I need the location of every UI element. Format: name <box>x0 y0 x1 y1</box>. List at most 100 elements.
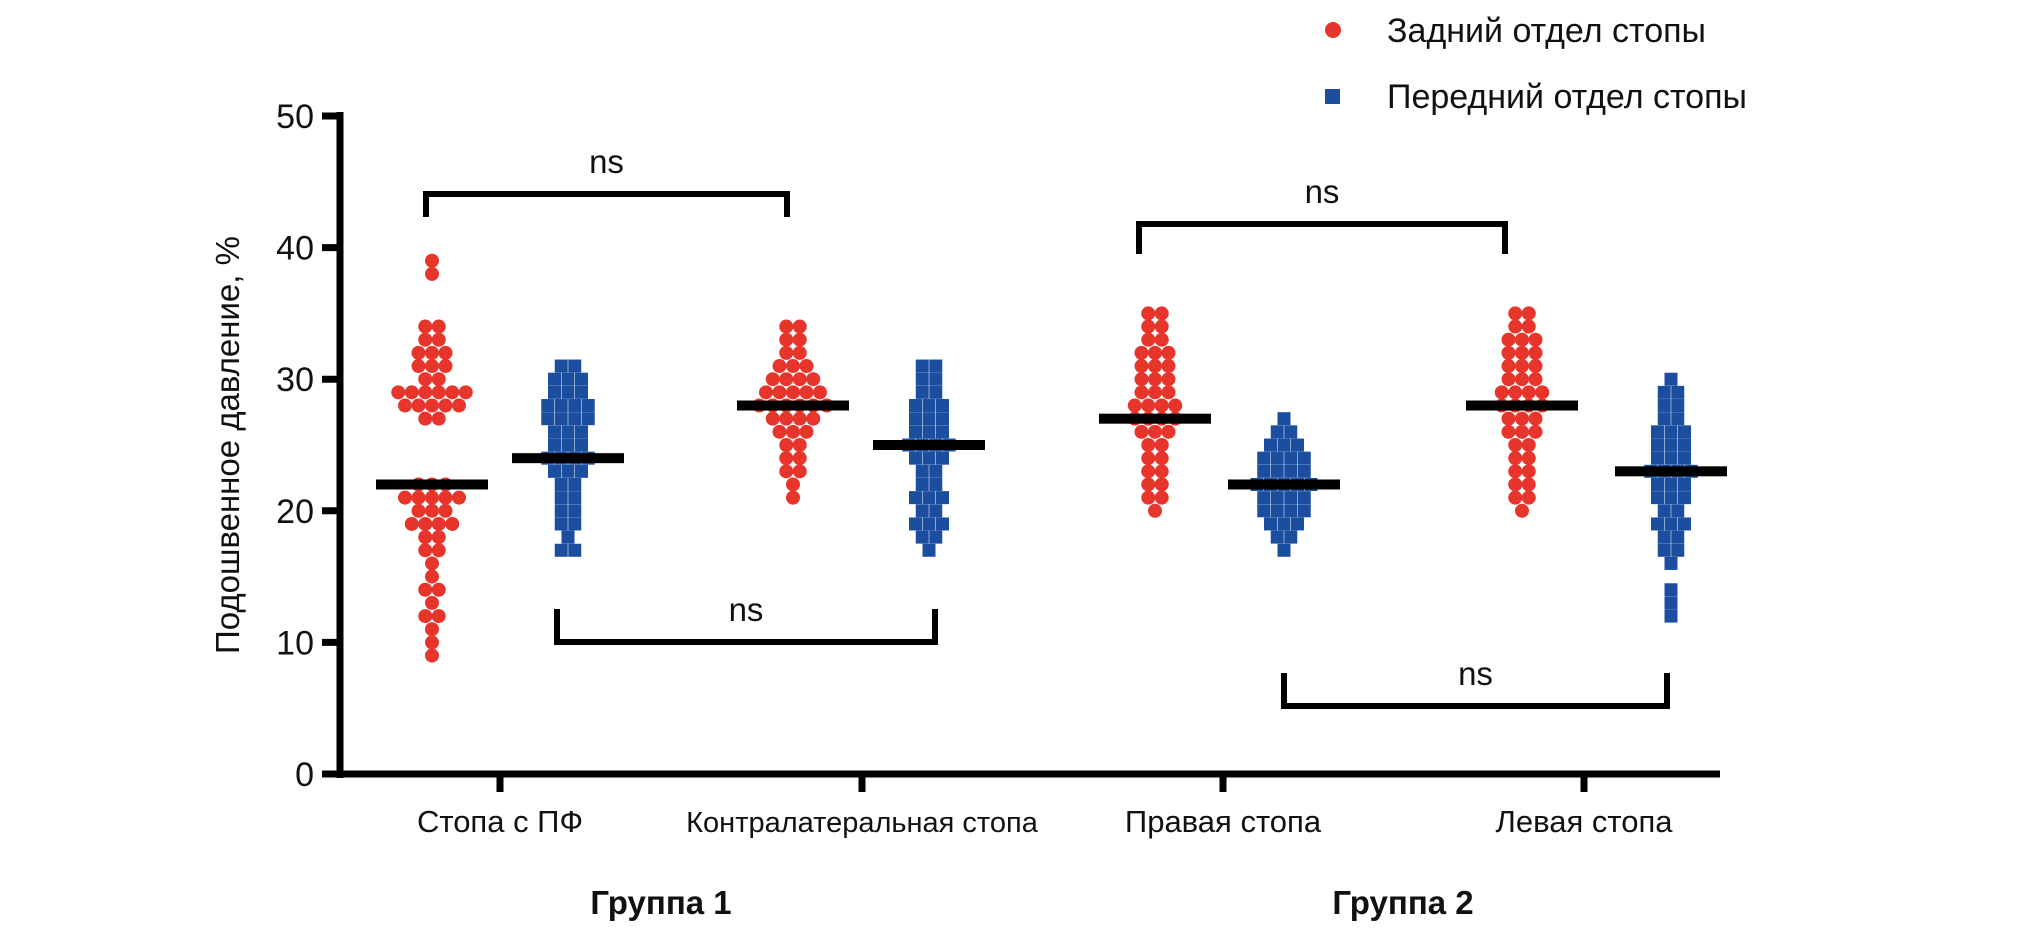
data-point-fore <box>561 372 575 386</box>
data-point-hind <box>1508 477 1523 492</box>
data-point-fore <box>929 504 943 518</box>
y-tick-label: 30 <box>276 361 314 399</box>
x-tick-label: Правая стопа <box>1125 804 1322 839</box>
data-point-hind <box>411 503 426 518</box>
data-point-hind <box>1521 438 1536 452</box>
data-point-hind <box>1501 411 1516 426</box>
data-point-hind <box>813 385 827 400</box>
data-point-fore <box>936 451 949 465</box>
data-point-fore <box>1651 517 1664 531</box>
data-point-hind <box>1154 490 1169 505</box>
median-line <box>1228 479 1340 490</box>
data-point-fore <box>909 399 922 413</box>
data-point-fore <box>1257 504 1271 518</box>
data-point-fore <box>936 491 949 505</box>
data-point-hind <box>1148 424 1162 439</box>
data-point-fore <box>568 399 582 413</box>
data-point-hind <box>786 359 800 374</box>
data-point-hind <box>1521 464 1536 479</box>
data-point-hind <box>1161 345 1176 360</box>
data-point-hind <box>1515 359 1529 374</box>
data-point-hind <box>431 530 446 545</box>
data-point-hind <box>438 359 453 374</box>
data-point-fore <box>1671 399 1685 413</box>
legend-circle-icon <box>1325 22 1341 38</box>
data-point-hind <box>1141 319 1156 334</box>
data-point-fore <box>541 412 555 426</box>
data-point-fore <box>1657 504 1671 518</box>
data-point-fore <box>909 491 922 505</box>
data-point-hind <box>1508 464 1523 479</box>
data-point-hind <box>431 543 446 558</box>
data-point-fore <box>575 464 588 478</box>
data-point-hind <box>425 398 439 413</box>
data-point-fore <box>568 412 582 426</box>
data-point-hind <box>792 372 807 387</box>
data-point-hind <box>779 319 794 334</box>
data-point-hind <box>799 424 814 439</box>
data-point-fore <box>561 530 575 544</box>
data-point-fore <box>1257 451 1271 465</box>
data-point-hind <box>1501 372 1516 387</box>
data-point-fore <box>1284 504 1298 518</box>
data-point-fore <box>1257 464 1271 478</box>
data-point-hind <box>1508 306 1523 321</box>
data-point-fore <box>936 399 949 413</box>
data-point-fore <box>929 464 943 478</box>
data-point-hind <box>425 635 439 650</box>
data-point-fore <box>929 477 943 491</box>
data-point-hind <box>1508 385 1523 400</box>
data-point-fore <box>554 543 568 557</box>
data-point-fore <box>1284 464 1298 478</box>
legend-label-fore: Передний отдел стопы <box>1387 78 1747 116</box>
y-axis-label: Подошвенное давление, % <box>209 236 246 654</box>
data-point-fore <box>1657 543 1671 557</box>
data-point-hind <box>411 359 426 374</box>
group-label-2: Группа 2 <box>1332 884 1473 921</box>
data-point-hind <box>1515 503 1529 518</box>
data-point-fore <box>1664 583 1678 597</box>
data-point-hind <box>1515 424 1529 439</box>
data-point-fore <box>1671 412 1685 426</box>
data-point-hind <box>1134 385 1149 400</box>
data-point-fore <box>915 504 929 518</box>
data-point-hind <box>431 411 446 426</box>
data-point-hind <box>411 345 426 360</box>
significance-label: ns <box>1305 173 1340 210</box>
data-point-fore <box>1657 412 1671 426</box>
data-point-fore <box>922 412 936 426</box>
data-point-hind <box>1154 319 1169 334</box>
data-point-fore <box>568 477 582 491</box>
data-point-fore <box>915 477 929 491</box>
significance-bracket <box>423 191 790 217</box>
data-point-fore <box>541 399 555 413</box>
data-point-fore <box>1651 451 1664 465</box>
data-point-hind <box>425 556 439 571</box>
data-point-fore <box>1664 438 1678 452</box>
data-point-fore <box>548 372 561 386</box>
data-point-hind <box>431 372 446 387</box>
median-line <box>1466 400 1578 411</box>
data-point-hind <box>1528 359 1543 374</box>
data-point-hind <box>1515 345 1529 360</box>
data-point-hind <box>425 345 439 360</box>
data-point-hind <box>792 411 807 426</box>
significance-label: ns <box>1458 655 1493 692</box>
data-point-hind <box>779 464 794 479</box>
data-point-fore <box>575 438 588 452</box>
data-point-hind <box>786 424 800 439</box>
data-point-hind <box>1154 464 1169 479</box>
data-point-fore <box>568 504 582 518</box>
data-point-hind <box>1501 345 1516 360</box>
data-point-hind <box>458 385 473 400</box>
data-point-fore <box>1664 451 1678 465</box>
data-point-fore <box>1270 530 1284 544</box>
data-point-hind <box>1134 372 1149 387</box>
data-point-hind <box>1508 451 1523 466</box>
data-point-fore <box>1277 517 1291 531</box>
data-point-hind <box>765 411 780 426</box>
data-point-hind <box>1494 385 1509 400</box>
data-point-hind <box>779 372 794 387</box>
x-tick-label: Левая стопа <box>1496 804 1674 839</box>
data-point-fore <box>1284 491 1298 505</box>
